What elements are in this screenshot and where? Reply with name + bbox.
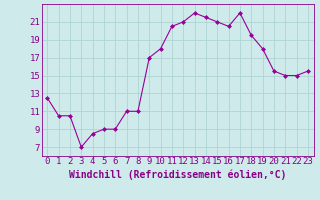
X-axis label: Windchill (Refroidissement éolien,°C): Windchill (Refroidissement éolien,°C): [69, 169, 286, 180]
